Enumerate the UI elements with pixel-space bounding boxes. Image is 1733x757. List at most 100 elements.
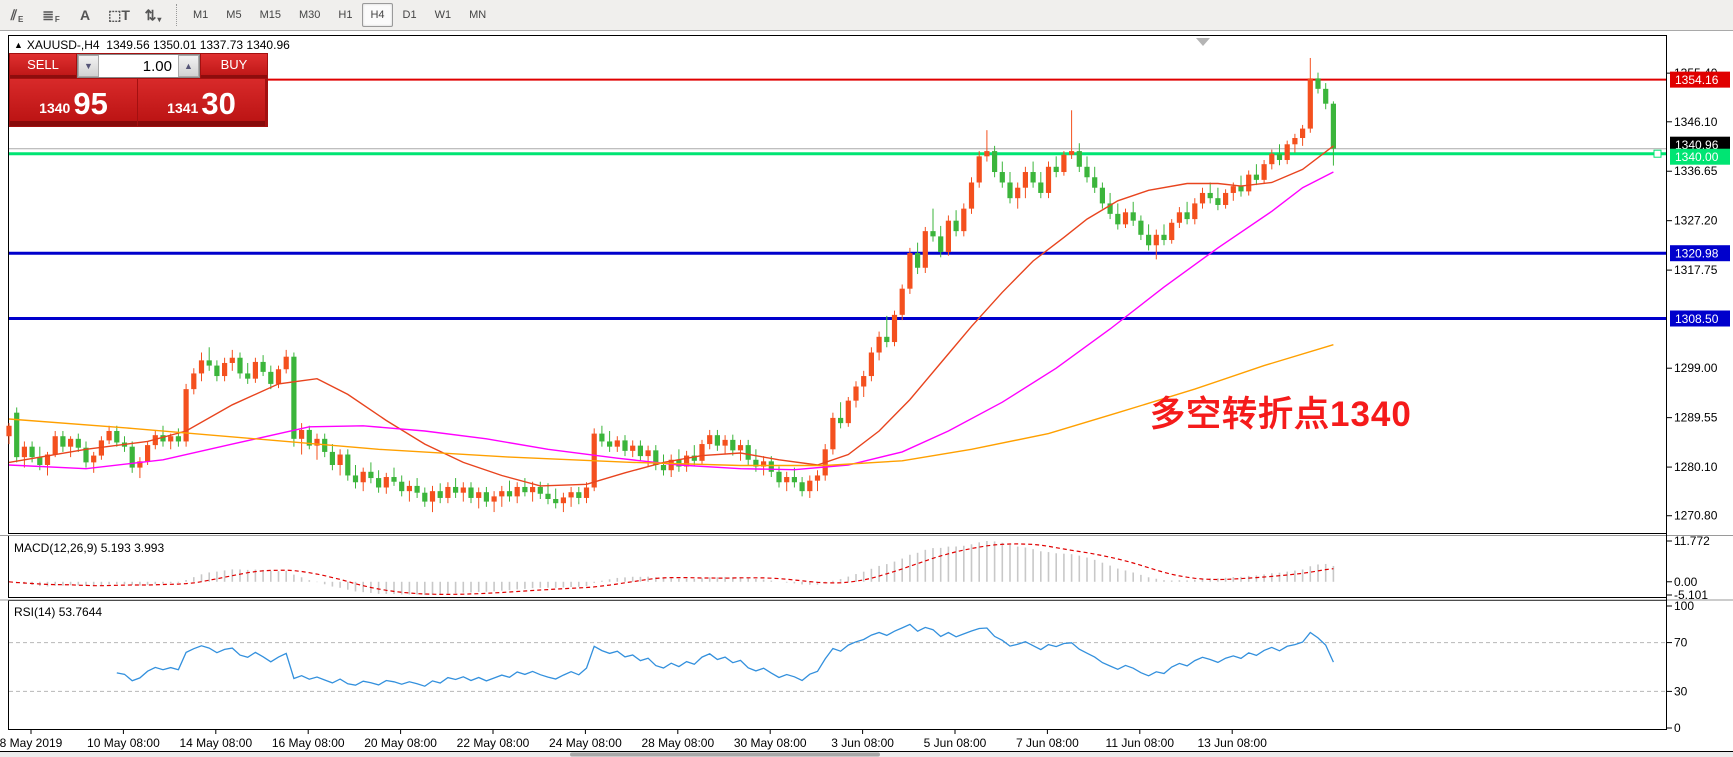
candle-body <box>853 386 859 401</box>
candle <box>907 247 913 294</box>
rsi-tick-label: 70 <box>1674 636 1688 650</box>
candle-body <box>953 220 959 232</box>
candle <box>422 487 428 507</box>
ask-price-big: 30 <box>201 86 236 121</box>
candle-body <box>52 436 58 455</box>
candle-body <box>145 445 151 462</box>
candle <box>406 480 412 502</box>
candle-body <box>645 450 651 457</box>
ma-slow-line <box>8 344 1334 467</box>
candle <box>707 429 713 450</box>
candle <box>1161 224 1167 246</box>
collapse-panel-icon[interactable]: ▲ <box>14 40 23 50</box>
candle-body <box>137 461 143 468</box>
candle-body <box>999 172 1005 183</box>
candle-body <box>14 412 20 458</box>
timeframe-W1[interactable]: W1 <box>434 9 452 21</box>
candle-body <box>684 455 690 467</box>
arrows-tool[interactable]: ⇅ ▾ <box>144 6 162 24</box>
candle-body <box>614 440 620 447</box>
candle <box>968 177 975 214</box>
candle <box>437 483 443 504</box>
timeframe-MN[interactable]: MN <box>469 9 487 21</box>
timeframe-H4[interactable]: H4 <box>362 3 393 27</box>
ask-price-display[interactable]: 1341 30 <box>138 79 265 126</box>
candle-body <box>861 376 867 387</box>
candle-body <box>383 477 389 488</box>
time-axis[interactable]: 8 May 2019 10 May 08:00 14 May 08:00 16 May… <box>0 730 1267 750</box>
candle-body <box>191 373 197 390</box>
text-tool[interactable]: A <box>79 7 91 23</box>
timeframe-H1[interactable]: H1 <box>338 9 353 21</box>
candle <box>884 315 890 348</box>
hline-label-1340.00: 1340.00 <box>1670 148 1730 165</box>
chart-annotation-text[interactable]: 多空转折点1340 <box>1150 395 1412 434</box>
candle-body <box>352 475 359 483</box>
candle <box>1269 149 1275 170</box>
current-price-label-bg <box>1670 136 1730 153</box>
scrollbar-thumb[interactable] <box>570 752 880 757</box>
hline-label-1320.98: 1320.98 <box>1670 245 1730 262</box>
candle-body <box>537 486 543 494</box>
candle-body <box>68 438 74 447</box>
timeframe-M15[interactable]: M15 <box>259 9 281 21</box>
timeframe-M1[interactable]: M1 <box>193 9 209 21</box>
candle <box>1207 182 1213 204</box>
hline-handle[interactable] <box>1653 149 1662 158</box>
price-axis[interactable]: 1355.401346.101336.651327.201317.751299.… <box>1667 66 1730 735</box>
fibonacci-tool[interactable]: ≣ F <box>42 6 60 24</box>
candle <box>1015 182 1021 209</box>
sell-button[interactable]: SELL <box>10 54 76 78</box>
candle-body <box>1115 213 1121 225</box>
macd-signal-line <box>8 543 1334 595</box>
candle <box>614 436 620 452</box>
timeframe-M5[interactable]: M5 <box>226 9 242 21</box>
symbol-ohlc-line: ▲ XAUUSD-,H4 1349.56 1350.01 1337.73 1340… <box>14 38 290 52</box>
candle <box>1061 151 1067 176</box>
candle <box>814 470 821 492</box>
candle-body <box>406 485 412 492</box>
rsi-label: RSI(14) 53.7644 <box>14 605 103 619</box>
volume-input[interactable] <box>99 55 178 77</box>
timeframe-D1[interactable]: D1 <box>402 9 417 21</box>
candle-body <box>391 477 397 482</box>
candle <box>714 429 720 451</box>
candle-body <box>922 231 928 268</box>
timeframe-M30[interactable]: M30 <box>298 9 321 21</box>
candle <box>6 423 12 445</box>
candle <box>745 439 751 465</box>
candle <box>1045 161 1052 199</box>
candle-body <box>1084 166 1090 178</box>
chart-shift-marker[interactable] <box>1196 38 1210 46</box>
hline-label-1354.16-text: 1354.16 <box>1675 73 1719 87</box>
candle-body <box>722 439 728 446</box>
bid-price-display[interactable]: 1340 95 <box>10 79 137 126</box>
candle-body <box>691 455 697 461</box>
price-tick-label: 1336.65 <box>1674 164 1718 178</box>
equidistant-channel-tool[interactable]: ⫽ E <box>10 6 24 24</box>
candle <box>722 435 728 455</box>
candle-body <box>183 389 189 442</box>
volume-up-button[interactable]: ▲ <box>178 55 199 77</box>
buy-button[interactable]: BUY <box>201 54 267 78</box>
candle-body <box>1176 212 1182 223</box>
volume-down-button[interactable]: ▼ <box>78 55 99 77</box>
candle <box>414 478 420 498</box>
candle <box>483 486 489 507</box>
candle <box>1115 203 1121 230</box>
candle-body <box>422 492 428 502</box>
text-label-tool[interactable]: ⬚T <box>108 6 130 23</box>
candle <box>1007 172 1013 204</box>
candle-body <box>530 486 536 493</box>
candle-body <box>560 497 566 504</box>
candle <box>607 430 613 452</box>
candle <box>191 368 197 395</box>
candle-body <box>568 492 574 498</box>
candle-body <box>44 454 51 465</box>
candle-body <box>1038 182 1044 193</box>
candle <box>992 145 998 178</box>
candle <box>1199 187 1206 209</box>
candle-body <box>206 360 212 366</box>
